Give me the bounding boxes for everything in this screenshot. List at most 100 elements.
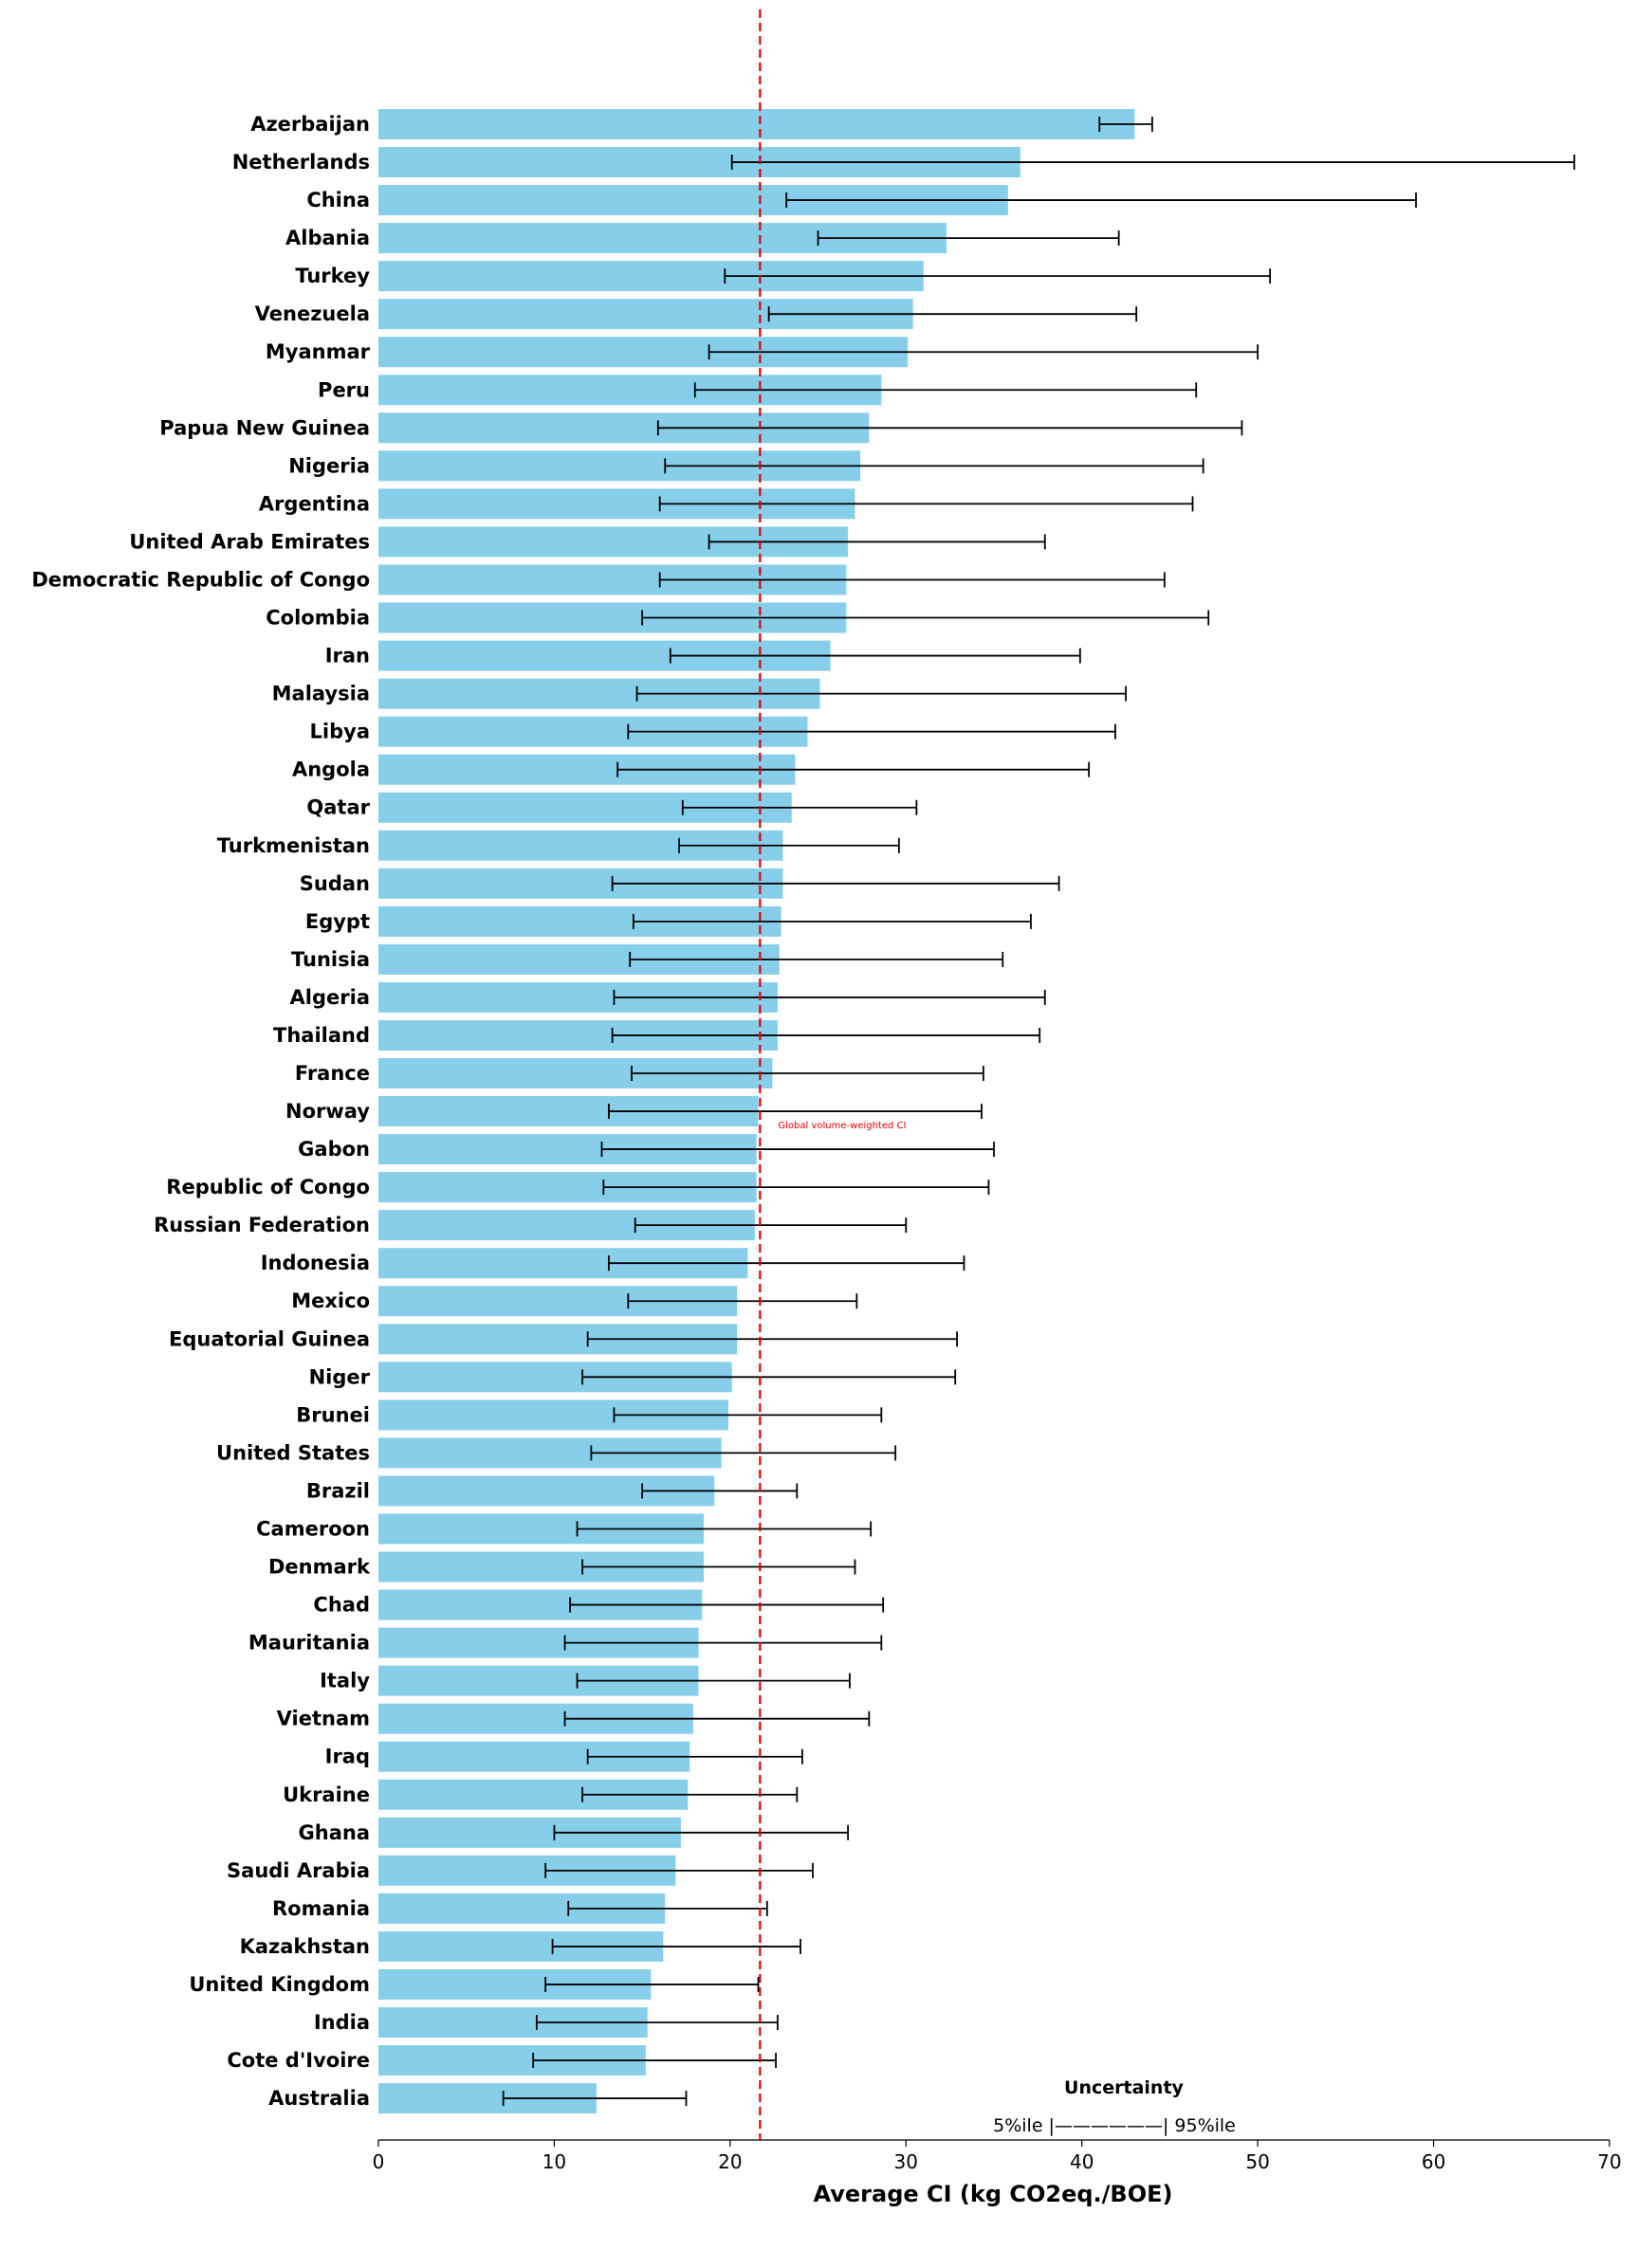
error-bar-thailand (611, 1027, 1041, 1043)
category-label-india: India (314, 2011, 370, 2034)
category-label-argentina: Argentina (259, 492, 370, 515)
error-bar-tunisia (629, 951, 1004, 967)
error-bar-qatar (681, 799, 918, 815)
category-label-qatar: Qatar (306, 796, 370, 819)
error-bar-republic-of-congo (602, 1180, 990, 1196)
category-label-albania: Albania (285, 227, 370, 249)
error-bar-papua-new-guinea (656, 420, 1243, 436)
category-label-brazil: Brazil (306, 1479, 370, 1502)
error-bar-turkmenistan (678, 837, 900, 853)
error-bar-cameroon (576, 1521, 873, 1537)
category-label-algeria: Algeria (290, 986, 370, 1009)
error-bar-brunei (613, 1407, 883, 1423)
error-bar-kazakhstan (551, 1938, 801, 1954)
error-bar-nigeria (664, 458, 1204, 474)
category-label-myanmar: Myanmar (266, 340, 371, 363)
error-bar-france (631, 1066, 984, 1081)
x-tick-label: 20 (718, 2150, 742, 2173)
category-label-malaysia: Malaysia (272, 683, 370, 705)
error-bar-venezuela (767, 306, 1138, 322)
error-bar-democratic-republic-of-congo (658, 572, 1166, 588)
error-bar-russian-federation (634, 1217, 908, 1234)
error-bar-equatorial-guinea (586, 1331, 958, 1347)
error-bar-united-arab-emirates (708, 534, 1046, 550)
error-bar-italy (576, 1673, 851, 1689)
error-bar-argentina (658, 496, 1194, 512)
category-label-kazakhstan: Kazakhstan (240, 1935, 370, 1958)
x-tick-label: 50 (1245, 2150, 1269, 2173)
error-bar-niger (581, 1369, 957, 1385)
error-bar-netherlands (730, 155, 1575, 171)
x-tick-label: 70 (1597, 2150, 1621, 2173)
x-axis: 0 10 20 30 40 50 60 70 (373, 2139, 1622, 2173)
category-label-papua-new-guinea: Papua New Guinea (159, 416, 370, 439)
category-label-mauritania: Mauritania (248, 1632, 370, 1655)
category-label-angola: Angola (292, 759, 370, 781)
category-label-sudan: Sudan (300, 872, 370, 895)
category-label-republic-of-congo: Republic of Congo (166, 1176, 370, 1198)
category-label-democratic-republic-of-congo: Democratic Republic of Congo (31, 568, 370, 591)
category-label-vietnam: Vietnam (277, 1708, 370, 1730)
category-label-iran: Iran (325, 645, 370, 668)
error-bar-ghana (553, 1824, 849, 1840)
category-label-brunei: Brunei (296, 1403, 370, 1426)
error-bar-algeria (613, 989, 1046, 1005)
error-bar-iran (669, 648, 1081, 664)
error-bar-egypt (632, 913, 1032, 929)
category-label-azerbaijan: Azerbaijan (250, 113, 370, 136)
error-bar-peru (693, 382, 1198, 398)
error-bar-mexico (627, 1293, 858, 1309)
category-label-united-states: United States (216, 1441, 370, 1464)
error-bar-australia (502, 2091, 688, 2107)
error-bar-colombia (641, 610, 1210, 626)
error-bar-united-kingdom (544, 1976, 760, 1992)
category-label-denmark: Denmark (268, 1556, 371, 1579)
x-tick-label: 10 (542, 2150, 566, 2173)
category-label-united-arab-emirates: United Arab Emirates (129, 530, 370, 553)
category-label-thailand: Thailand (273, 1024, 370, 1047)
x-tick-label: 30 (894, 2150, 918, 2173)
error-bar-ukraine (581, 1786, 799, 1802)
error-bar-myanmar (708, 344, 1259, 360)
category-label-equatorial-guinea: Equatorial Guinea (169, 1327, 370, 1350)
error-bar-mauritania (563, 1635, 883, 1651)
error-bar-romania (567, 1900, 768, 1916)
legend-title: Uncertainty (1064, 2077, 1184, 2098)
error-bar-india (535, 2015, 779, 2030)
error-bar-china (785, 192, 1417, 209)
error-bar-gabon (600, 1142, 995, 1158)
category-label-netherlands: Netherlands (232, 151, 370, 174)
error-bar-turkey (724, 268, 1272, 284)
category-label-niger: Niger (309, 1365, 371, 1388)
x-axis-label: Average CI (kg CO2eq./BOE) (814, 2181, 1173, 2207)
category-label-france: France (295, 1062, 370, 1085)
category-label-russian-federation: Russian Federation (154, 1214, 370, 1236)
error-bar-malaysia (635, 686, 1127, 702)
category-label-egypt: Egypt (305, 910, 370, 933)
error-bar-denmark (581, 1559, 856, 1575)
category-label-romania: Romania (272, 1897, 370, 1920)
category-label-cameroon: Cameroon (256, 1517, 370, 1540)
category-label-china: China (306, 189, 370, 211)
bar-azerbaijan (378, 109, 1135, 139)
category-label-saudi-arabia: Saudi Arabia (227, 1859, 370, 1882)
error-bars-layer (502, 117, 1575, 2107)
reference-line-label: Global volume-weighted CI (778, 1121, 906, 1131)
category-label-italy: Italy (320, 1670, 370, 1692)
x-tick-label: 40 (1070, 2150, 1094, 2173)
x-tick-label: 0 (373, 2150, 385, 2173)
error-bar-sudan (611, 875, 1060, 891)
category-label-cote-d-ivoire: Cote d'Ivoire (227, 2049, 370, 2072)
category-label-united-kingdom: United Kingdom (189, 1973, 370, 1996)
error-bar-united-states (590, 1445, 897, 1461)
error-bar-iraq (586, 1748, 803, 1765)
category-label-chad: Chad (313, 1594, 370, 1617)
error-bar-azerbaijan (1098, 117, 1153, 132)
category-label-libya: Libya (310, 721, 370, 743)
error-bar-indonesia (608, 1255, 965, 1271)
category-label-venezuela: Venezuela (255, 302, 370, 325)
legend-text: 5%ile |——————| 95%ile (993, 2115, 1236, 2136)
category-label-nigeria: Nigeria (288, 454, 370, 477)
category-label-australia: Australia (268, 2087, 370, 2110)
